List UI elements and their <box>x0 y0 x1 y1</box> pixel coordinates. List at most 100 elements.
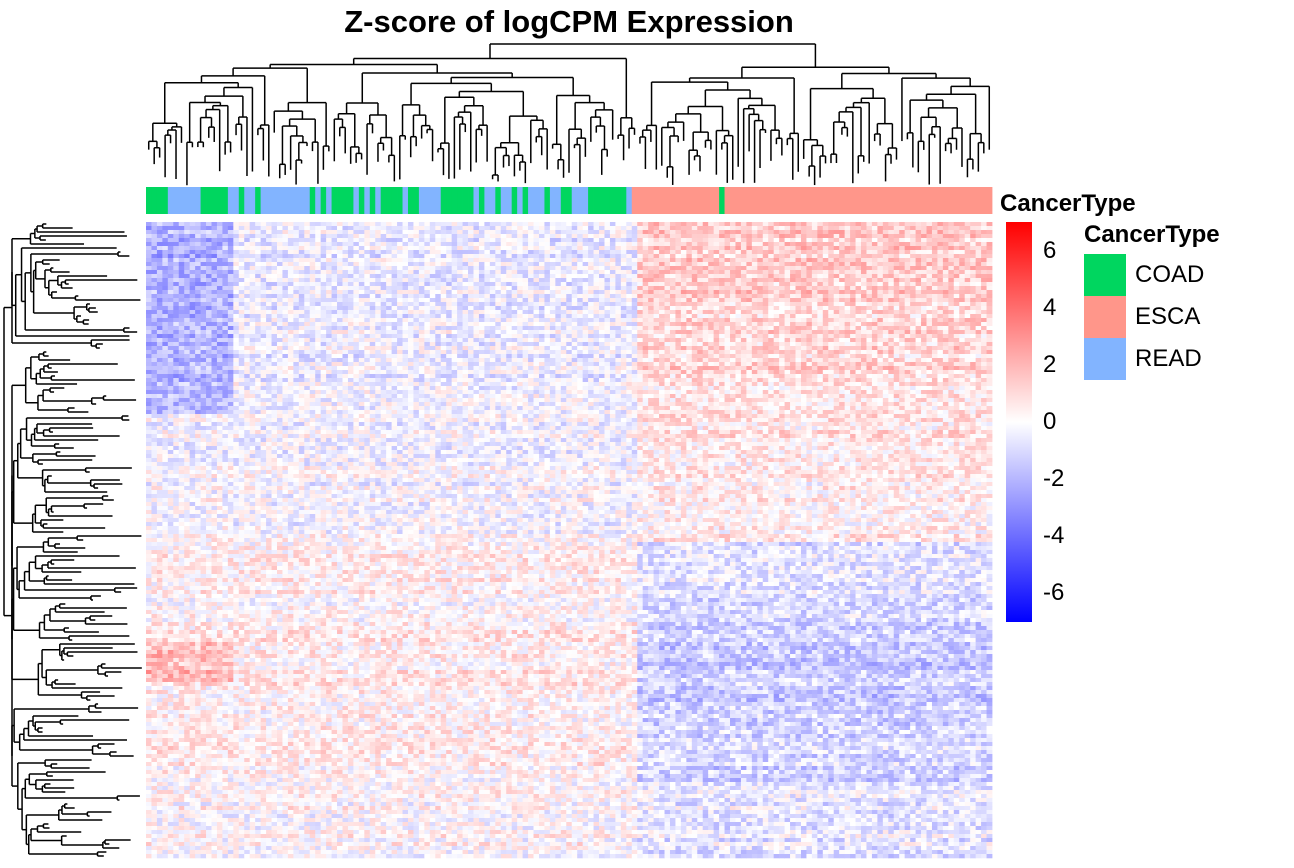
heatmap-cell <box>975 258 982 263</box>
heatmap-cell <box>702 266 709 271</box>
heatmap-cell <box>391 310 398 315</box>
heatmap-cell <box>762 262 769 267</box>
heatmap-cell <box>506 314 513 319</box>
annotation-cell <box>538 187 545 214</box>
heatmap-cell <box>659 254 665 259</box>
heatmap-cell <box>342 310 349 315</box>
annotation-cell <box>402 187 409 214</box>
heatmap-cell <box>227 318 234 323</box>
heatmap-cell <box>271 310 278 315</box>
heatmap-cell <box>446 298 453 303</box>
heatmap-cell <box>238 254 245 259</box>
heatmap-cell <box>353 234 360 239</box>
heatmap-cell <box>702 254 709 259</box>
heatmap-cell <box>484 266 491 271</box>
heatmap-cell <box>282 290 289 295</box>
heatmap-cell <box>402 282 409 287</box>
heatmap-cell <box>637 310 644 315</box>
heatmap-cell <box>713 230 720 235</box>
heatmap-cell <box>347 270 354 275</box>
heatmap-cell <box>549 310 556 315</box>
heatmap-cell <box>833 286 840 291</box>
heatmap-cell <box>287 318 294 323</box>
heatmap-cell <box>222 226 229 231</box>
heatmap-cell <box>620 302 627 307</box>
heatmap-cell <box>331 230 338 235</box>
heatmap-cell <box>746 254 753 259</box>
heatmap-cell <box>233 286 240 291</box>
heatmap-cell <box>686 230 693 235</box>
annotation-cell <box>473 187 480 214</box>
heatmap-cell <box>167 246 174 251</box>
heatmap-cell <box>806 242 813 247</box>
heatmap-cell <box>457 254 463 259</box>
heatmap-cell <box>697 234 704 239</box>
heatmap-cell <box>489 314 496 319</box>
heatmap-cell <box>637 226 644 231</box>
heatmap-cell <box>511 314 518 319</box>
heatmap-cell <box>369 278 376 283</box>
annotation-cell <box>915 187 922 214</box>
heatmap-cell <box>282 318 289 323</box>
heatmap-cell <box>779 270 785 275</box>
heatmap-cell <box>948 278 955 283</box>
heatmap-cell <box>418 310 425 315</box>
heatmap-cell <box>380 282 387 287</box>
heatmap-cell <box>899 298 906 303</box>
heatmap-cell <box>806 290 813 295</box>
heatmap-cell <box>669 234 676 239</box>
heatmap-cell <box>724 310 731 315</box>
heatmap-cell <box>418 282 425 287</box>
heatmap-cell <box>293 294 300 299</box>
heatmap-cell <box>904 310 911 315</box>
heatmap-cell <box>544 274 551 279</box>
heatmap-cell <box>424 226 431 231</box>
heatmap-cell <box>555 242 562 247</box>
heatmap-cell <box>282 302 289 307</box>
heatmap-cell <box>380 246 387 251</box>
heatmap-cell <box>882 246 889 251</box>
heatmap-cell <box>506 294 513 299</box>
heatmap-cell <box>222 238 229 243</box>
heatmap-cell <box>178 306 185 311</box>
heatmap-cell <box>457 306 463 311</box>
heatmap-cell <box>806 246 813 251</box>
annotation-cell <box>740 187 747 214</box>
heatmap-cell <box>211 294 218 299</box>
heatmap-cell <box>386 250 393 255</box>
annotation-cell <box>653 187 660 214</box>
heatmap-cell <box>276 302 283 307</box>
heatmap-cell <box>309 266 316 271</box>
heatmap-cell <box>167 230 174 235</box>
heatmap-cell <box>724 318 731 323</box>
heatmap-cell <box>659 294 665 299</box>
heatmap-cell <box>222 314 229 319</box>
heatmap-cell <box>375 314 382 319</box>
heatmap-cell <box>828 242 835 247</box>
heatmap-cell <box>915 226 922 231</box>
heatmap-cell <box>686 302 693 307</box>
heatmap-cell <box>588 318 594 323</box>
heatmap-cell <box>970 230 977 235</box>
heatmap-cell <box>779 290 785 295</box>
heatmap-cell <box>620 230 627 235</box>
heatmap-cell <box>942 282 949 287</box>
heatmap-cell <box>970 246 977 251</box>
heatmap-cell <box>549 246 556 251</box>
heatmap-cell <box>751 246 758 251</box>
heatmap-cell <box>735 282 742 287</box>
heatmap-cell <box>659 238 665 243</box>
heatmap-cell <box>588 294 594 299</box>
heatmap-cell <box>942 302 949 307</box>
heatmap-cell <box>413 270 420 275</box>
heatmap-cell <box>337 238 343 243</box>
heatmap-cell <box>402 254 409 259</box>
heatmap-cell <box>375 294 382 299</box>
heatmap-cell <box>582 286 589 291</box>
heatmap-cell <box>178 258 185 263</box>
heatmap-cell <box>260 318 267 323</box>
heatmap-cell <box>418 286 425 291</box>
heatmap-cell <box>713 238 720 243</box>
heatmap-cell <box>227 226 234 231</box>
heatmap-cell <box>298 242 305 247</box>
